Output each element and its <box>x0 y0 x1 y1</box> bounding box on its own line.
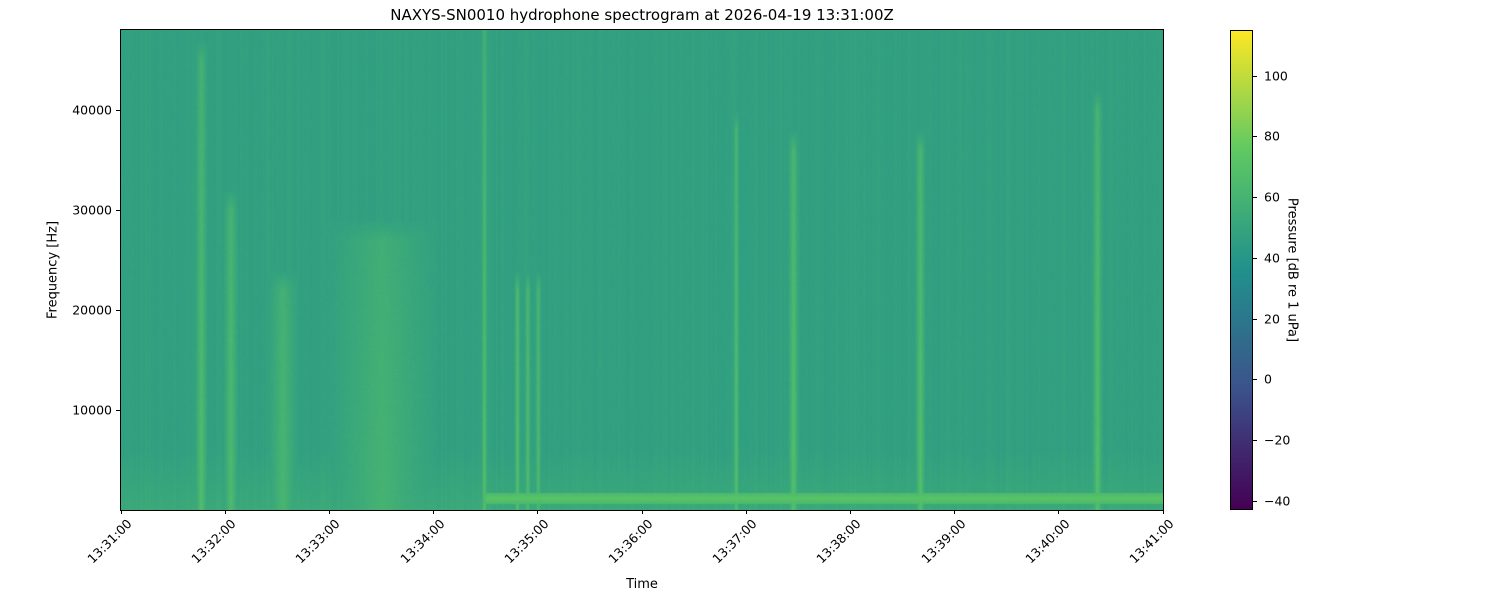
broadband-event-0 <box>196 60 206 510</box>
x-tick-label: 13:38:00 <box>813 516 864 567</box>
x-tick-label: 13:32:00 <box>188 516 239 567</box>
chart-title: NAXYS-SN0010 hydrophone spectrogram at 2… <box>390 6 894 24</box>
broadband-event-10 <box>916 150 925 510</box>
y-tick-label: 10000 <box>72 402 112 418</box>
x-tick-mark <box>224 510 226 514</box>
x-tick-label: 13:39:00 <box>917 516 969 567</box>
x-tick-mark <box>954 510 956 514</box>
x-tick-mark <box>641 510 643 514</box>
broadband-event-7 <box>535 290 540 510</box>
y-tick-mark <box>116 110 120 111</box>
colorbar-tick-mark <box>1253 257 1257 259</box>
colorbar-tick-label: 60 <box>1264 189 1280 205</box>
x-axis-label: Time <box>626 577 658 592</box>
x-tick-mark <box>849 510 851 514</box>
colorbar-tick-mark <box>1253 500 1257 502</box>
y-tick-label: 40000 <box>72 102 112 118</box>
colorbar <box>1230 30 1253 510</box>
y-tick-mark <box>116 410 120 411</box>
broadband-event-2 <box>270 290 294 510</box>
colorbar-tick-mark <box>1253 75 1257 77</box>
x-tick-mark <box>537 510 539 514</box>
x-tick-mark <box>120 510 122 514</box>
colorbar-tick-label: −40 <box>1264 493 1291 509</box>
broadband-event-8 <box>733 130 738 510</box>
colorbar-tick-label: −20 <box>1264 432 1291 448</box>
x-tick-label: 13:37:00 <box>709 516 760 567</box>
x-tick-label: 13:41:00 <box>1126 516 1177 567</box>
event-overlay <box>121 30 1163 510</box>
colorbar-tick-mark <box>1253 318 1257 320</box>
broadband-event-6 <box>525 290 530 510</box>
y-tick-label: 30000 <box>72 202 112 218</box>
colorbar-tick-mark <box>1253 136 1257 138</box>
x-tick-mark <box>1058 510 1060 514</box>
broadband-event-4 <box>481 30 486 510</box>
spectrogram-plot-area <box>121 30 1163 510</box>
low-frequency-band <box>486 495 1163 501</box>
x-tick-label: 13:34:00 <box>396 516 448 567</box>
colorbar-tick-label: 0 <box>1264 371 1272 387</box>
y-tick-label: 20000 <box>72 302 112 318</box>
colorbar-label: Pressure [dB re 1 uPa] <box>1284 197 1300 343</box>
spectrogram-image <box>121 30 1163 510</box>
x-tick-mark <box>1162 510 1164 514</box>
broadband-event-5 <box>514 290 519 510</box>
y-tick-mark <box>116 310 120 311</box>
broadband-event-3 <box>338 240 425 510</box>
y-axis-label: Frequency [Hz] <box>45 220 61 320</box>
x-tick-mark <box>433 510 435 514</box>
x-tick-label: 13:31:00 <box>84 516 135 567</box>
y-tick-mark <box>116 210 120 211</box>
x-tick-label: 13:35:00 <box>501 516 552 567</box>
colorbar-tick-label: 100 <box>1264 68 1288 84</box>
x-tick-label: 13:40:00 <box>1022 516 1073 567</box>
colorbar-tick-mark <box>1253 379 1257 381</box>
x-tick-label: 13:36:00 <box>605 516 656 567</box>
colorbar-tick-label: 20 <box>1264 311 1280 327</box>
colorbar-tick-mark <box>1253 440 1257 442</box>
x-tick-label: 13:33:00 <box>292 516 343 567</box>
broadband-event-11 <box>1093 110 1102 510</box>
colorbar-tick-label: 40 <box>1264 250 1280 266</box>
colorbar-tick-mark <box>1253 197 1257 199</box>
broadband-event-9 <box>789 150 798 510</box>
x-tick-mark <box>745 510 747 514</box>
colorbar-tick-label: 80 <box>1264 128 1280 144</box>
broadband-event-1 <box>224 210 236 510</box>
x-tick-mark <box>328 510 330 514</box>
